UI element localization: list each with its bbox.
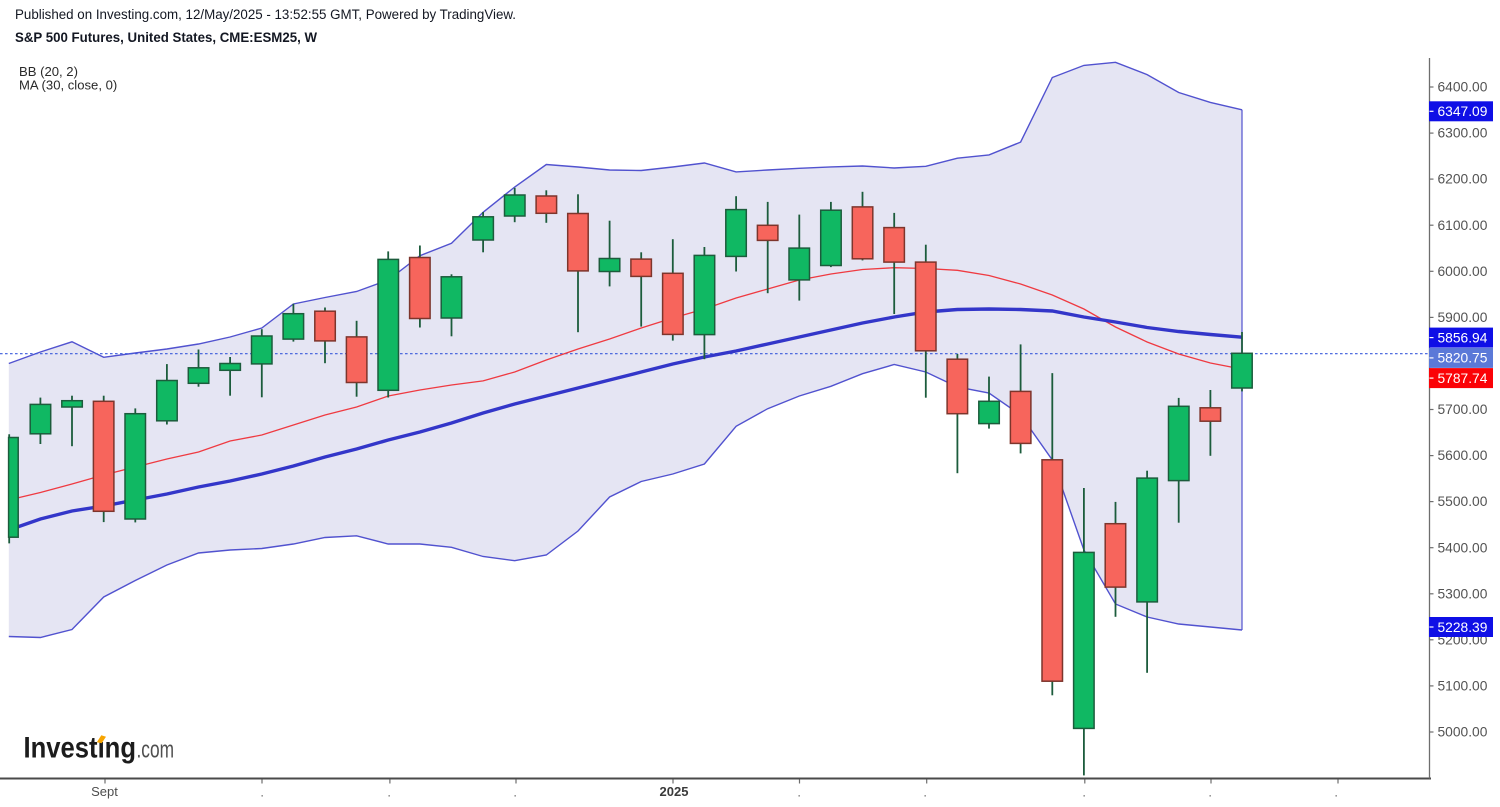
svg-text:MA (30, close, 0): MA (30, close, 0) [19, 77, 117, 92]
svg-text:5856.94: 5856.94 [1438, 330, 1488, 345]
svg-text:5300.00: 5300.00 [1438, 586, 1488, 601]
svg-text:2025: 2025 [660, 784, 689, 799]
svg-text:Published on Investing.com, 12: Published on Investing.com, 12/May/2025 … [15, 7, 516, 22]
svg-text:5820.75: 5820.75 [1438, 351, 1488, 366]
svg-text:5700.00: 5700.00 [1438, 402, 1488, 417]
svg-text:5400.00: 5400.00 [1438, 540, 1488, 555]
svg-text:6100.00: 6100.00 [1438, 218, 1488, 233]
svg-text:Sept: Sept [91, 784, 118, 799]
svg-text:5600.00: 5600.00 [1438, 448, 1488, 463]
svg-text:5900.00: 5900.00 [1438, 310, 1488, 325]
svg-text:6000.00: 6000.00 [1438, 264, 1488, 279]
svg-text:5100.00: 5100.00 [1438, 679, 1488, 694]
svg-text:S&P 500 Futures, United States: S&P 500 Futures, United States, CME:ESM2… [15, 30, 318, 45]
svg-text:6200.00: 6200.00 [1438, 172, 1488, 187]
svg-text:.com: .com [137, 737, 175, 764]
svg-text:5787.74: 5787.74 [1438, 371, 1488, 386]
svg-text:6300.00: 6300.00 [1438, 126, 1488, 141]
svg-text:6400.00: 6400.00 [1438, 80, 1488, 95]
svg-text:6347.09: 6347.09 [1438, 104, 1488, 119]
svg-text:5500.00: 5500.00 [1438, 494, 1488, 509]
svg-text:Investıng: Investıng [24, 732, 137, 765]
svg-text:5000.00: 5000.00 [1438, 725, 1488, 740]
svg-text:BB (20, 2): BB (20, 2) [19, 64, 78, 79]
svg-text:5228.39: 5228.39 [1438, 620, 1488, 635]
